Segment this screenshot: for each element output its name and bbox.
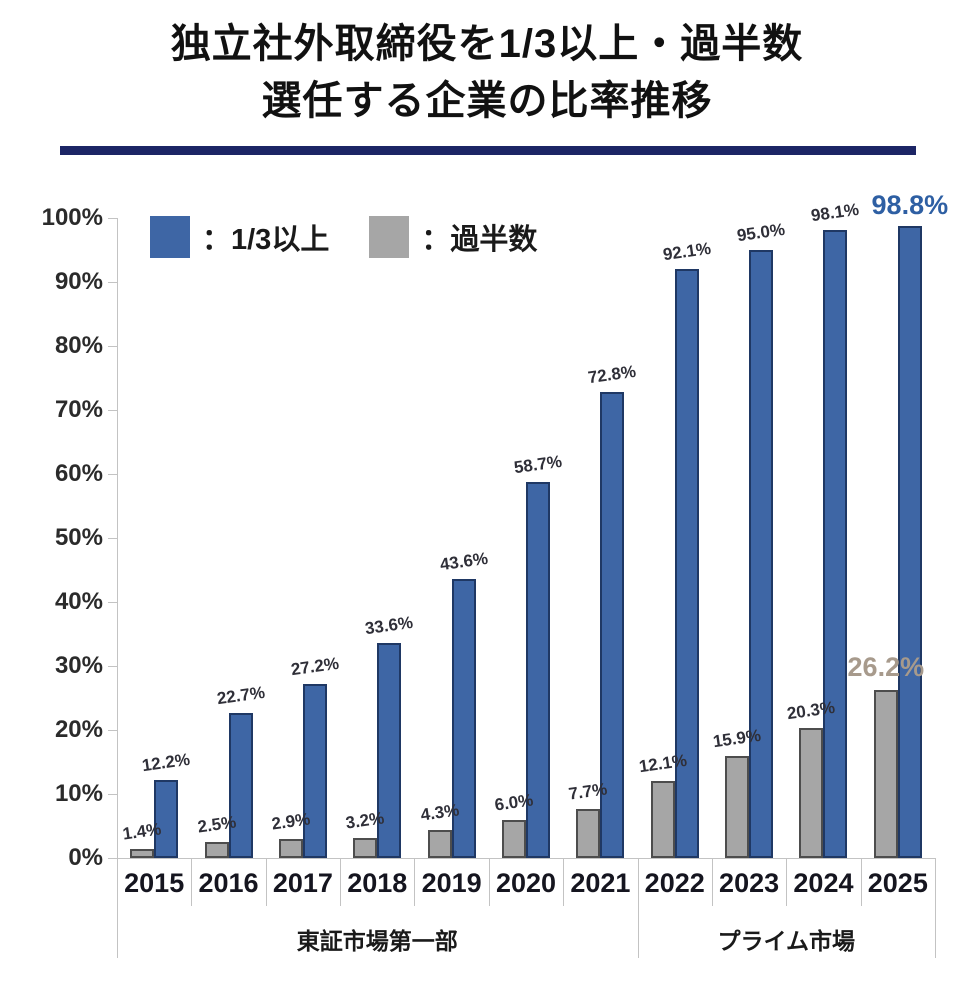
bar-one-third — [674, 268, 699, 858]
year-separator — [191, 858, 193, 906]
year-label: 2020 — [495, 868, 557, 898]
legend-item-one-third: ：1/3以上 — [150, 216, 329, 258]
y-tick-label: 50% — [54, 524, 103, 551]
year-separator — [340, 858, 342, 906]
y-tick-label: 30% — [54, 652, 103, 679]
title-underline-bar — [60, 146, 916, 155]
year-separator — [488, 858, 490, 906]
y-tick-label: 20% — [54, 716, 103, 743]
bar-majority — [278, 839, 303, 858]
legend-label-majority: ：過半数 — [421, 224, 538, 256]
bar-one-third — [377, 642, 402, 858]
year-separator — [563, 858, 565, 906]
chart-title-line1: 独立社外取締役を1/3以上・過半数 — [170, 22, 804, 66]
bar-one-third — [600, 392, 625, 858]
y-tick-mark — [108, 218, 117, 219]
bar-majority — [576, 808, 601, 858]
bar-label-one-third: 27.2% — [289, 653, 341, 680]
bar-label-one-third: 58.7% — [512, 452, 564, 478]
bar-one-third — [451, 578, 476, 858]
bar-one-third — [897, 225, 922, 858]
y-tick-label: 10% — [54, 780, 103, 807]
year-separator — [786, 858, 788, 906]
bar-majority — [502, 819, 526, 858]
bar-label-one-third: 12.2% — [140, 749, 192, 776]
chart-title: 独立社外取締役を1/3以上・過半数 選任する企業の比率推移 — [0, 16, 974, 130]
y-tick-mark — [108, 282, 117, 283]
y-tick-mark — [108, 794, 117, 795]
year-label: 2024 — [793, 868, 854, 898]
bar-majority — [353, 837, 378, 858]
bar-majority — [873, 690, 898, 858]
bar-majority — [799, 728, 824, 858]
bar-label-one-third: 98.8% — [871, 189, 949, 220]
legend-item-majority: ：過半数 — [369, 216, 537, 258]
chart-title-line2: 選任する企業の比率推移 — [261, 78, 713, 123]
year-separator — [711, 858, 713, 906]
chart-legend: ：1/3以上 ：過半数 — [150, 216, 537, 258]
y-tick-label: 70% — [54, 396, 103, 423]
y-tick-mark — [108, 730, 117, 731]
bar-one-third — [302, 683, 327, 858]
year-label: 2017 — [272, 868, 333, 898]
legend-swatch-blue-icon — [150, 216, 190, 258]
y-tick-mark — [108, 858, 117, 859]
year-label: 2018 — [347, 868, 408, 898]
market-group-label: 東証市場第一部 — [296, 928, 458, 954]
bar-one-third — [823, 230, 848, 858]
y-tick-mark — [108, 602, 117, 603]
year-separator — [265, 858, 267, 906]
y-tick-label: 80% — [54, 332, 103, 359]
bar-majority — [725, 756, 750, 858]
category-group-separator — [935, 858, 936, 958]
bar-label-majority: 26.2% — [847, 652, 925, 683]
bar-one-third — [749, 250, 774, 858]
year-label: 2025 — [867, 868, 928, 898]
y-axis-line — [117, 218, 118, 858]
y-tick-mark — [108, 666, 117, 667]
legend-label-one-third: ：1/3以上 — [202, 224, 330, 256]
year-label: 2021 — [570, 868, 631, 898]
y-tick-label: 60% — [54, 460, 103, 487]
bar-majority — [427, 830, 452, 858]
year-label: 2019 — [421, 868, 482, 898]
year-separator — [414, 858, 416, 906]
bar-label-one-third: 22.7% — [215, 682, 266, 708]
market-group-label: プライム市場 — [717, 928, 856, 954]
year-separator — [860, 858, 862, 906]
year-label: 2023 — [719, 868, 780, 898]
bar-one-third — [526, 482, 550, 858]
bar-one-third — [154, 779, 179, 858]
bar-majority — [204, 842, 229, 858]
bar-majority — [130, 849, 155, 858]
bar-one-third — [228, 712, 253, 858]
year-label: 2015 — [124, 868, 185, 898]
x-axis-baseline — [117, 858, 935, 859]
y-tick-mark — [108, 410, 117, 411]
year-label: 2022 — [644, 868, 705, 898]
y-tick-mark — [108, 538, 117, 539]
bar-label-one-third: 43.6% — [438, 548, 489, 575]
y-tick-label: 90% — [54, 268, 103, 295]
y-tick-mark — [108, 474, 117, 475]
year-label: 2016 — [198, 868, 259, 898]
bar-label-one-third: 33.6% — [363, 612, 415, 639]
y-tick-mark — [108, 346, 117, 347]
y-tick-label: 0% — [68, 844, 103, 871]
category-group-separator — [117, 858, 118, 958]
bar-label-one-third: 72.8% — [587, 361, 638, 388]
bar-majority — [650, 780, 675, 858]
y-tick-label: 100% — [41, 204, 103, 231]
y-tick-label: 40% — [54, 588, 103, 615]
legend-swatch-gray-icon — [369, 216, 410, 258]
category-group-separator — [637, 858, 639, 958]
